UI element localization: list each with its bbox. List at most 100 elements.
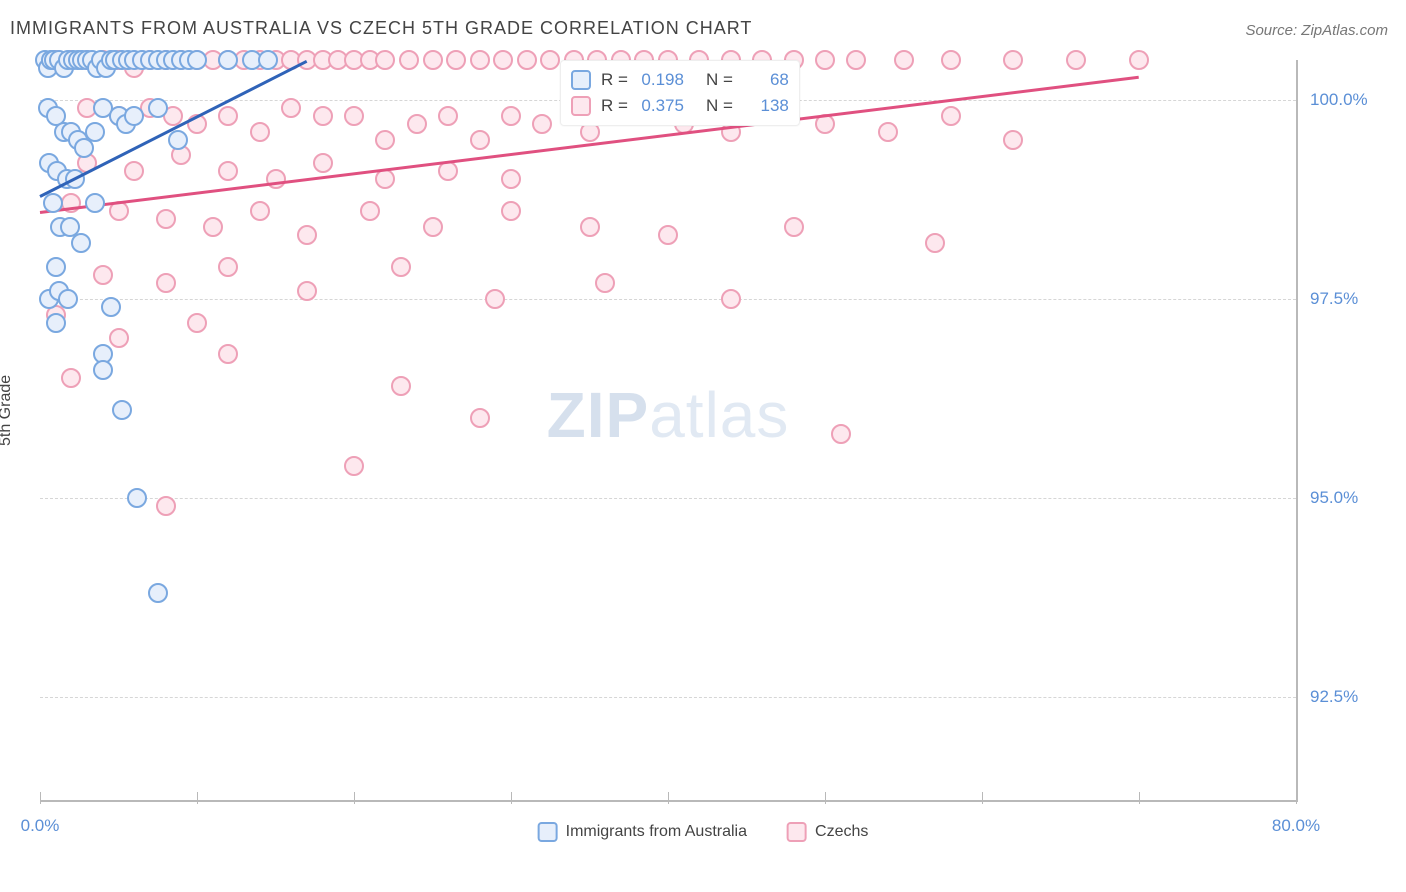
scatter-point [297, 225, 317, 245]
series-name: Czechs [815, 823, 868, 841]
scatter-point [218, 50, 238, 70]
scatter-point [168, 130, 188, 150]
scatter-point [925, 233, 945, 253]
scatter-point [485, 289, 505, 309]
scatter-point [218, 344, 238, 364]
y-tick-label: 95.0% [1310, 488, 1358, 508]
plot-area: ZIPatlas 0.0%80.0% [40, 60, 1298, 802]
scatter-point [493, 50, 513, 70]
scatter-point [156, 496, 176, 516]
legend-swatch [787, 822, 807, 842]
x-tick [197, 792, 198, 804]
scatter-point [470, 50, 490, 70]
scatter-point [894, 50, 914, 70]
legend-r-value: 0.375 [634, 93, 684, 119]
legend-r-value: 0.198 [634, 67, 684, 93]
scatter-point [71, 233, 91, 253]
scatter-point [156, 209, 176, 229]
series-legend: Immigrants from Australia Czechs [538, 822, 869, 842]
legend-n-value: 68 [739, 67, 789, 93]
y-tick-label: 100.0% [1310, 90, 1368, 110]
scatter-point [391, 257, 411, 277]
scatter-point [46, 313, 66, 333]
scatter-point [501, 106, 521, 126]
x-tick [668, 792, 669, 804]
scatter-point [127, 488, 147, 508]
scatter-point [101, 297, 121, 317]
x-tick [1139, 792, 1140, 804]
scatter-point [187, 50, 207, 70]
scatter-point [470, 130, 490, 150]
scatter-point [941, 106, 961, 126]
scatter-point [1129, 50, 1149, 70]
scatter-point [846, 50, 866, 70]
scatter-point [501, 201, 521, 221]
x-tick [982, 792, 983, 804]
x-tick-label: 0.0% [21, 816, 60, 836]
legend-r-label: R = [601, 93, 628, 119]
scatter-point [156, 273, 176, 293]
y-tick-label: 97.5% [1310, 289, 1358, 309]
scatter-point [124, 161, 144, 181]
legend-n-label: N = [706, 93, 733, 119]
scatter-point [1066, 50, 1086, 70]
scatter-point [187, 313, 207, 333]
scatter-point [61, 368, 81, 388]
scatter-point [580, 217, 600, 237]
scatter-point [1003, 50, 1023, 70]
scatter-point [831, 424, 851, 444]
legend-row: R = 0.198 N = 68 [571, 67, 789, 93]
scatter-point [93, 360, 113, 380]
legend-row: R = 0.375 N = 138 [571, 93, 789, 119]
scatter-point [258, 50, 278, 70]
x-tick [511, 792, 512, 804]
scatter-point [148, 98, 168, 118]
scatter-point [375, 130, 395, 150]
scatter-point [85, 122, 105, 142]
legend-r-label: R = [601, 67, 628, 93]
scatter-point [391, 376, 411, 396]
scatter-point [266, 169, 286, 189]
scatter-point [58, 289, 78, 309]
scatter-point [313, 153, 333, 173]
correlation-legend: R = 0.198 N = 68 R = 0.375 N = 138 [560, 60, 800, 126]
scatter-point [878, 122, 898, 142]
scatter-point [1003, 130, 1023, 150]
series-name: Immigrants from Australia [566, 823, 747, 841]
scatter-point [281, 98, 301, 118]
scatter-point [218, 257, 238, 277]
legend-swatch [571, 96, 591, 116]
gridline-h [40, 299, 1296, 300]
scatter-point [313, 106, 333, 126]
x-tick-label: 80.0% [1272, 816, 1320, 836]
scatter-point [532, 114, 552, 134]
scatter-point [658, 225, 678, 245]
scatter-point [407, 114, 427, 134]
scatter-point [297, 281, 317, 301]
y-tick-label: 92.5% [1310, 687, 1358, 707]
scatter-point [501, 169, 521, 189]
scatter-point [784, 217, 804, 237]
y-axis-label: 5th Grade [0, 375, 15, 446]
series-legend-item: Czechs [787, 822, 868, 842]
series-legend-item: Immigrants from Australia [538, 822, 747, 842]
scatter-point [344, 106, 364, 126]
scatter-point [43, 193, 63, 213]
x-tick [1296, 792, 1297, 804]
scatter-point [375, 50, 395, 70]
scatter-point [124, 106, 144, 126]
watermark: ZIPatlas [547, 378, 790, 452]
scatter-point [540, 50, 560, 70]
scatter-point [203, 217, 223, 237]
scatter-point [399, 50, 419, 70]
legend-swatch [571, 70, 591, 90]
scatter-point [941, 50, 961, 70]
legend-n-label: N = [706, 67, 733, 93]
scatter-point [93, 265, 113, 285]
legend-n-value: 138 [739, 93, 789, 119]
scatter-point [423, 50, 443, 70]
scatter-point [148, 583, 168, 603]
scatter-point [218, 161, 238, 181]
gridline-h [40, 697, 1296, 698]
scatter-point [517, 50, 537, 70]
